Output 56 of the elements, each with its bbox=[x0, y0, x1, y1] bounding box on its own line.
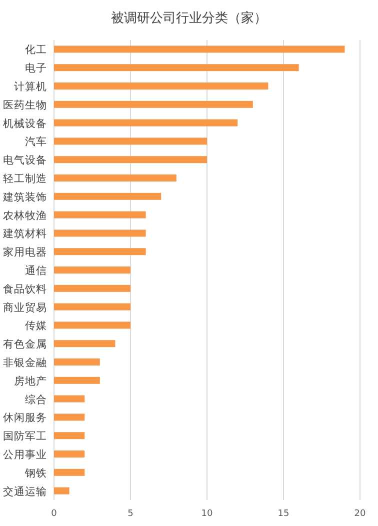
bar bbox=[54, 487, 70, 494]
y-tick-label: 通信 bbox=[25, 264, 47, 277]
y-tick-label: 电子 bbox=[25, 62, 47, 75]
y-tick-label: 休闲服务 bbox=[3, 412, 47, 424]
bar bbox=[54, 432, 85, 440]
bar bbox=[54, 450, 85, 458]
bar bbox=[54, 82, 268, 90]
bar bbox=[54, 303, 130, 310]
bar bbox=[54, 266, 130, 274]
y-tick-label: 房地产 bbox=[14, 374, 47, 388]
x-tick-label: 15 bbox=[278, 509, 290, 519]
bar bbox=[54, 64, 299, 72]
y-tick-label: 钢铁 bbox=[24, 467, 47, 480]
x-tick-label: 20 bbox=[354, 509, 366, 519]
y-tick-label: 电气设备 bbox=[3, 154, 47, 167]
y-tick-label: 公用事业 bbox=[3, 448, 47, 461]
bar bbox=[54, 138, 207, 145]
bar bbox=[54, 322, 130, 329]
bar bbox=[54, 211, 146, 218]
y-tick-label: 化工 bbox=[25, 44, 47, 56]
y-tick-label: 传媒 bbox=[25, 320, 47, 332]
y-tick-label: 家用电器 bbox=[3, 246, 47, 259]
bar bbox=[54, 358, 100, 366]
bar bbox=[54, 468, 85, 476]
y-tick-label: 轻工制造 bbox=[3, 172, 47, 185]
y-tick-label: 建筑材料 bbox=[2, 227, 47, 240]
bar bbox=[54, 414, 85, 421]
bar bbox=[54, 46, 345, 53]
bar bbox=[54, 230, 146, 237]
x-tick-label: 0 bbox=[51, 509, 58, 519]
y-tick-label: 国防军工 bbox=[3, 430, 47, 443]
bar bbox=[54, 376, 100, 384]
bar bbox=[54, 284, 130, 292]
y-tick-label: 农林牧渔 bbox=[3, 208, 47, 222]
bar bbox=[54, 395, 85, 402]
y-tick-label: 计算机 bbox=[14, 80, 47, 93]
y-tick-label: 交通运输 bbox=[3, 484, 47, 498]
y-tick-label: 医药生物 bbox=[3, 98, 47, 112]
bar bbox=[54, 100, 253, 108]
y-tick-label: 汽车 bbox=[25, 135, 47, 148]
y-tick-label: 商业贸易 bbox=[3, 300, 47, 314]
bar bbox=[54, 248, 146, 256]
bar bbox=[54, 192, 162, 200]
y-tick-label: 食品饮料 bbox=[3, 282, 47, 296]
chart-title: 被调研公司行业分类（家） bbox=[111, 10, 267, 26]
bar bbox=[54, 119, 238, 126]
bar bbox=[54, 156, 207, 164]
y-tick-label: 有色金属 bbox=[3, 338, 47, 351]
bar bbox=[54, 174, 176, 182]
y-tick-label: 建筑装饰 bbox=[2, 190, 47, 204]
y-tick-label: 非银金融 bbox=[3, 356, 47, 369]
x-tick-label: 5 bbox=[128, 509, 134, 519]
y-tick-label: 机械设备 bbox=[3, 116, 47, 130]
x-tick-label: 10 bbox=[201, 509, 213, 519]
bar bbox=[54, 340, 116, 348]
y-tick-label: 综合 bbox=[25, 392, 47, 406]
